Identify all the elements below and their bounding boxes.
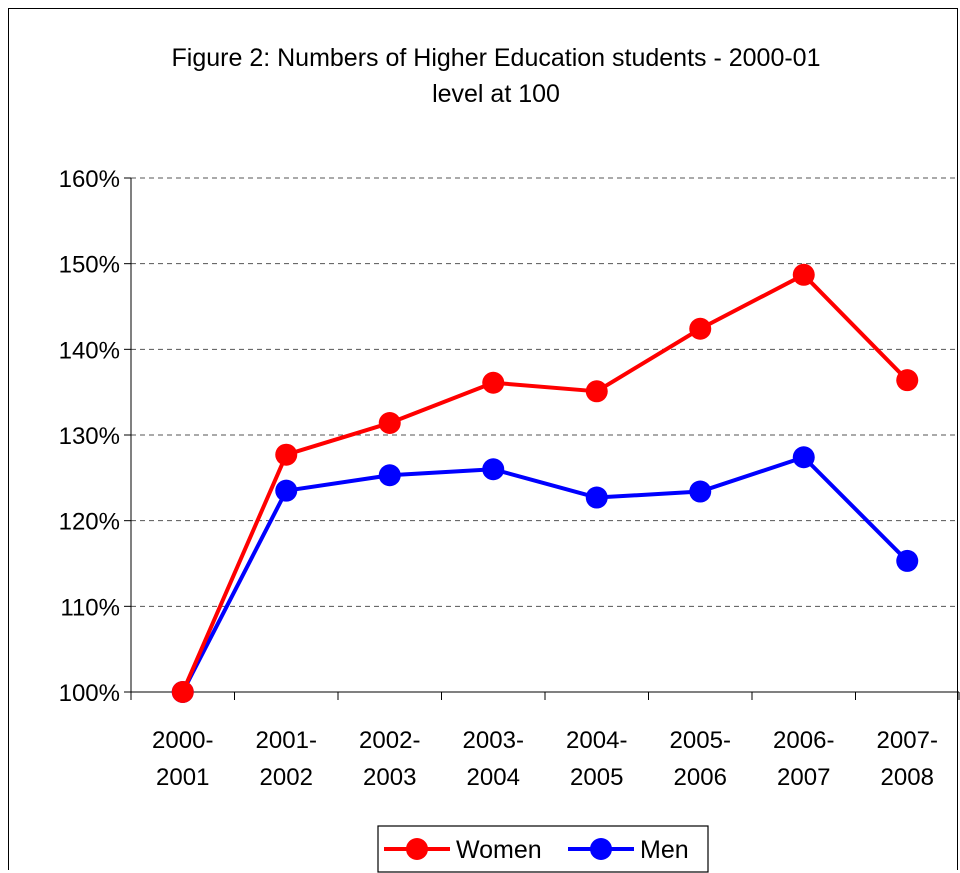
x-tick-label-2-line2: 2003 xyxy=(363,764,416,791)
x-tick-label-5-line1: 2005- xyxy=(670,727,731,754)
y-axis-ticks: 100% 110% 120% 130% 140% 150% 160% xyxy=(59,166,131,707)
point-men-4 xyxy=(585,486,608,509)
point-men-6 xyxy=(792,446,815,469)
y-tick-label-160: 160% xyxy=(59,166,120,193)
x-tick-label-6-line2: 2007 xyxy=(777,764,830,791)
y-tick-label-140: 140% xyxy=(59,337,120,364)
legend: Women Men xyxy=(377,825,709,873)
x-axis-ticks: 2000- 2001 2001- 2002 2002- 2003 2003- 2004 2004… xyxy=(130,692,960,791)
legend-label-men: Men xyxy=(640,836,689,864)
chart-title-line1: Figure 2: Numbers of Higher Education st… xyxy=(172,44,821,72)
chart-title-line2: level at 100 xyxy=(432,80,560,108)
point-men-5 xyxy=(689,480,712,503)
point-men-1 xyxy=(275,479,298,502)
x-tick-label-1-line2: 2002 xyxy=(260,764,313,791)
y-tick-label-120: 120% xyxy=(59,509,120,536)
y-tick-label-150: 150% xyxy=(59,252,120,279)
point-women-0 xyxy=(171,681,194,703)
x-tick-label-4-line2: 2005 xyxy=(570,764,623,791)
y-tick-label-100: 100% xyxy=(59,680,120,707)
gridlines xyxy=(130,177,959,693)
point-men-2 xyxy=(378,464,401,487)
point-women-1 xyxy=(275,443,298,466)
point-women-5 xyxy=(689,317,712,340)
x-tick-label-0-line2: 2001 xyxy=(156,764,209,791)
point-men-7 xyxy=(896,549,919,572)
x-tick-label-6-line1: 2006- xyxy=(773,727,834,754)
x-tick-label-5-line2: 2006 xyxy=(674,764,727,791)
x-tick-label-4-line1: 2004- xyxy=(566,727,627,754)
x-tick-label-3-line2: 2004 xyxy=(467,764,520,791)
series-layer xyxy=(171,263,919,703)
point-women-4 xyxy=(585,380,608,403)
legend-label-women: Women xyxy=(456,836,542,864)
x-tick-label-7-line2: 2008 xyxy=(881,764,934,791)
point-women-3 xyxy=(482,371,505,394)
x-tick-label-2-line1: 2002- xyxy=(359,727,420,754)
point-women-2 xyxy=(378,412,401,435)
x-tick-label-3-line1: 2003- xyxy=(463,727,524,754)
y-tick-label-130: 130% xyxy=(59,423,120,450)
y-tick-label-110: 110% xyxy=(60,594,120,621)
point-men-3 xyxy=(482,458,505,481)
legend-marker-women xyxy=(406,838,428,860)
x-tick-label-7-line1: 2007- xyxy=(877,727,938,754)
x-tick-label-1-line1: 2001- xyxy=(256,727,317,754)
point-women-6 xyxy=(792,263,815,286)
series-line-men xyxy=(180,455,909,693)
x-tick-label-0-line1: 2000- xyxy=(152,727,213,754)
legend-marker-men xyxy=(590,838,612,860)
point-women-7 xyxy=(896,369,919,392)
chart-frame xyxy=(8,8,958,870)
series-line-women xyxy=(180,272,909,693)
